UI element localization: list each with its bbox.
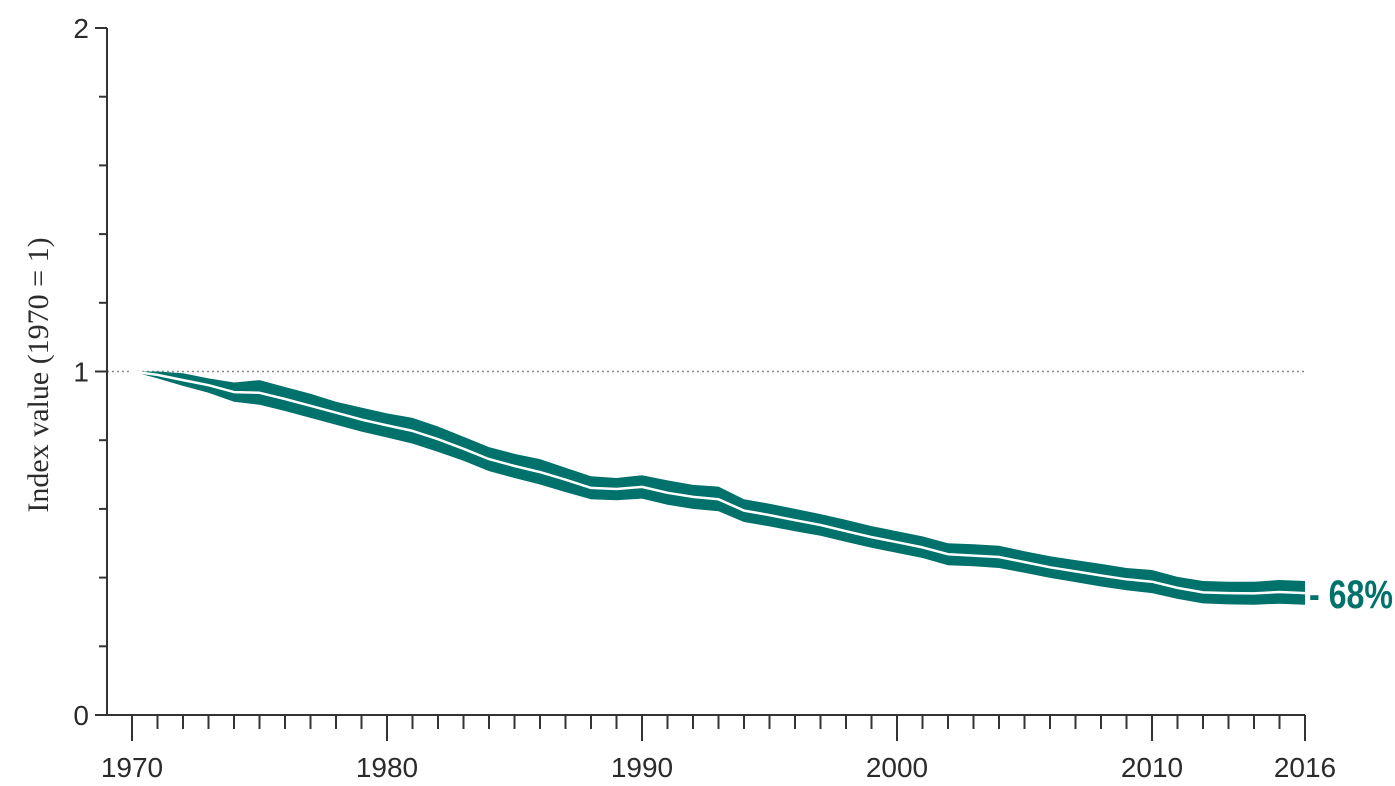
x-tick-label: 2000 bbox=[866, 752, 928, 783]
x-tick-label: 1980 bbox=[356, 752, 418, 783]
y-tick-label: 1 bbox=[73, 357, 89, 388]
y-tick-label: 0 bbox=[73, 700, 89, 731]
y-tick-label: 2 bbox=[73, 13, 89, 44]
x-tick-label: 1990 bbox=[611, 752, 673, 783]
confidence-band bbox=[132, 371, 1305, 605]
x-tick-label: 1970 bbox=[101, 752, 163, 783]
index-line bbox=[131, 370, 1306, 595]
x-tick-label: 2010 bbox=[1121, 752, 1183, 783]
end-change-label: - 68% bbox=[1309, 573, 1393, 617]
y-axis-title: Index value (1970 = 1) bbox=[22, 237, 55, 512]
x-tick-label: 2016 bbox=[1274, 752, 1336, 783]
